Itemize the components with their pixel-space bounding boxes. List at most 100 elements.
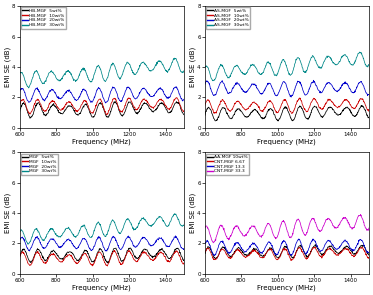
MGF  20wt% (18, 238, 22, 242)
MGF  10wt% (153, 258, 157, 261)
AA-MGF 10wt% (367, 253, 371, 257)
AS-MGF  10wt% (367, 109, 371, 113)
AS-MGF  20wt% (292, 90, 296, 93)
CNT-MGF 33.3 (281, 219, 285, 223)
AS-MGF  5wt% (363, 108, 368, 112)
HB-MGF  5wt% (18, 110, 22, 113)
Y-axis label: EMI SE (dB): EMI SE (dB) (189, 193, 196, 233)
AS-MGF  30wt% (301, 66, 305, 70)
HB-MGF  30wt% (97, 65, 101, 68)
HB-MGF  10wt% (96, 98, 101, 101)
Line: MGF  20wt%: MGF 20wt% (20, 236, 184, 251)
AA-MGF 10wt% (281, 247, 285, 251)
Line: MGF  5wt%: MGF 5wt% (20, 248, 184, 263)
HB-MGF  30wt% (152, 65, 157, 69)
MGF  30wt% (172, 212, 177, 215)
HB-MGF  20wt% (115, 94, 120, 97)
Legend: AS-MGF  5wt%, AS-MGF  10wt%, AS-MGF  20wt%, AS-MGF  30wt%: AS-MGF 5wt%, AS-MGF 10wt%, AS-MGF 20wt%,… (206, 7, 250, 29)
AS-MGF  20wt% (301, 88, 305, 92)
AS-MGF  20wt% (282, 80, 286, 83)
HB-MGF  5wt% (115, 104, 120, 108)
CNT-MGF 6.67 (282, 247, 286, 251)
HB-MGF  20wt% (178, 95, 183, 98)
AS-MGF  30wt% (292, 65, 296, 69)
AS-MGF  5wt% (292, 118, 296, 122)
CNT-MGF 13.3 (301, 248, 305, 251)
AA-MGF 10wt% (292, 255, 296, 259)
HB-MGF  30wt% (107, 71, 111, 74)
MGF  5wt% (107, 260, 111, 263)
HB-MGF  10wt% (178, 104, 183, 107)
CNT-MGF 6.67 (289, 259, 293, 262)
AA-MGF 10wt% (313, 243, 317, 246)
X-axis label: Frequency (MHz): Frequency (MHz) (257, 284, 316, 291)
CNT-MGF 33.3 (292, 227, 296, 230)
CNT-MGF 6.67 (203, 250, 207, 254)
HB-MGF  20wt% (95, 87, 100, 91)
HB-MGF  30wt% (96, 64, 100, 67)
MGF  5wt% (115, 250, 120, 254)
AS-MGF  10wt% (292, 108, 296, 112)
AS-MGF  20wt% (367, 93, 371, 96)
CNT-MGF 33.3 (203, 226, 207, 230)
AS-MGF  20wt% (289, 95, 294, 99)
MGF  5wt% (128, 246, 132, 250)
MGF  20wt% (182, 247, 186, 250)
Line: MGF  10wt%: MGF 10wt% (20, 250, 184, 266)
CNT-MGF 33.3 (337, 223, 342, 226)
MGF  10wt% (95, 253, 100, 256)
MGF  10wt% (105, 264, 110, 268)
AS-MGF  5wt% (367, 115, 371, 119)
MGF  20wt% (178, 244, 183, 248)
HB-MGF  10wt% (182, 110, 186, 113)
AS-MGF  30wt% (281, 58, 285, 61)
AS-MGF  20wt% (363, 90, 368, 94)
AS-MGF  5wt% (282, 107, 286, 110)
AA-MGF 10wt% (301, 247, 305, 251)
MGF  10wt% (178, 256, 183, 260)
Line: CNT-MGF 13.3: CNT-MGF 13.3 (205, 239, 369, 256)
Line: HB-MGF  20wt%: HB-MGF 20wt% (20, 87, 184, 103)
CNT-MGF 13.3 (292, 249, 296, 253)
HB-MGF  30wt% (178, 69, 183, 72)
HB-MGF  5wt% (178, 106, 183, 109)
HB-MGF  10wt% (95, 100, 100, 103)
CNT-MGF 6.67 (301, 251, 305, 255)
CNT-MGF 33.3 (363, 227, 368, 230)
Y-axis label: EMI SE (dB): EMI SE (dB) (4, 193, 11, 233)
Legend: MGF  5wt%, MGF  10wt%, MGF  20wt%, MGF  30wt%: MGF 5wt%, MGF 10wt%, MGF 20wt%, MGF 30wt… (21, 154, 58, 175)
AS-MGF  30wt% (203, 66, 207, 70)
CNT-MGF 33.3 (358, 213, 363, 216)
Y-axis label: EMI SE (dB): EMI SE (dB) (189, 47, 196, 87)
CNT-MGF 13.3 (281, 240, 285, 243)
MGF  10wt% (112, 249, 116, 252)
HB-MGF  10wt% (175, 96, 179, 99)
AS-MGF  30wt% (363, 63, 368, 66)
HB-MGF  5wt% (152, 109, 157, 113)
MGF  30wt% (152, 221, 157, 225)
MGF  30wt% (182, 223, 186, 227)
CNT-MGF 33.3 (282, 219, 286, 223)
HB-MGF  30wt% (182, 69, 186, 73)
CNT-MGF 13.3 (203, 242, 207, 245)
Y-axis label: EMI SE (dB): EMI SE (dB) (4, 47, 11, 87)
Line: CNT-MGF 6.67: CNT-MGF 6.67 (205, 247, 369, 260)
HB-MGF  20wt% (107, 96, 111, 99)
AS-MGF  5wt% (276, 119, 280, 123)
MGF  20wt% (104, 249, 109, 253)
HB-MGF  20wt% (174, 85, 178, 88)
HB-MGF  10wt% (18, 103, 22, 106)
HB-MGF  30wt% (26, 86, 31, 90)
Line: AS-MGF  20wt%: AS-MGF 20wt% (205, 80, 369, 97)
AS-MGF  10wt% (301, 104, 305, 108)
AS-MGF  10wt% (203, 104, 207, 107)
CNT-MGF 33.3 (367, 226, 371, 230)
MGF  5wt% (182, 258, 186, 262)
MGF  10wt% (18, 255, 22, 259)
HB-MGF  5wt% (28, 117, 32, 120)
CNT-MGF 6.67 (280, 248, 285, 252)
MGF  5wt% (153, 254, 157, 258)
CNT-MGF 13.3 (212, 254, 217, 258)
Line: HB-MGF  5wt%: HB-MGF 5wt% (20, 102, 184, 118)
MGF  5wt% (178, 252, 183, 255)
